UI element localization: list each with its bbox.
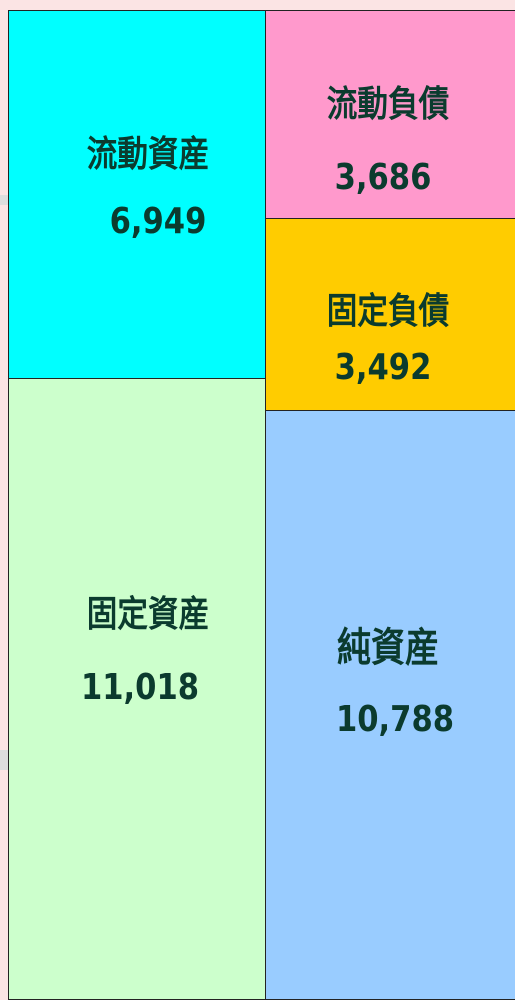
block-value: 3,686 bbox=[334, 157, 432, 198]
current-liabilities-box bbox=[265, 10, 515, 219]
block-value: 10,788 bbox=[335, 699, 455, 740]
current-assets-box bbox=[8, 10, 266, 379]
block-label: 固定資産 bbox=[86, 594, 210, 635]
net-assets-box bbox=[265, 410, 515, 1000]
block-label: 固定負債 bbox=[326, 291, 450, 332]
fixed-assets-box bbox=[8, 378, 266, 1000]
block-value: 11,018 bbox=[80, 667, 200, 708]
block-label: 流動負債 bbox=[326, 84, 450, 125]
left-edge bbox=[0, 750, 8, 770]
left-edge bbox=[0, 195, 8, 205]
block-label: 純資産 bbox=[337, 625, 439, 671]
block-value: 3,492 bbox=[334, 347, 432, 388]
block-label: 流動資産 bbox=[86, 134, 210, 175]
fixed-liabilities-box bbox=[265, 218, 515, 411]
block-value: 6,949 bbox=[109, 201, 207, 242]
